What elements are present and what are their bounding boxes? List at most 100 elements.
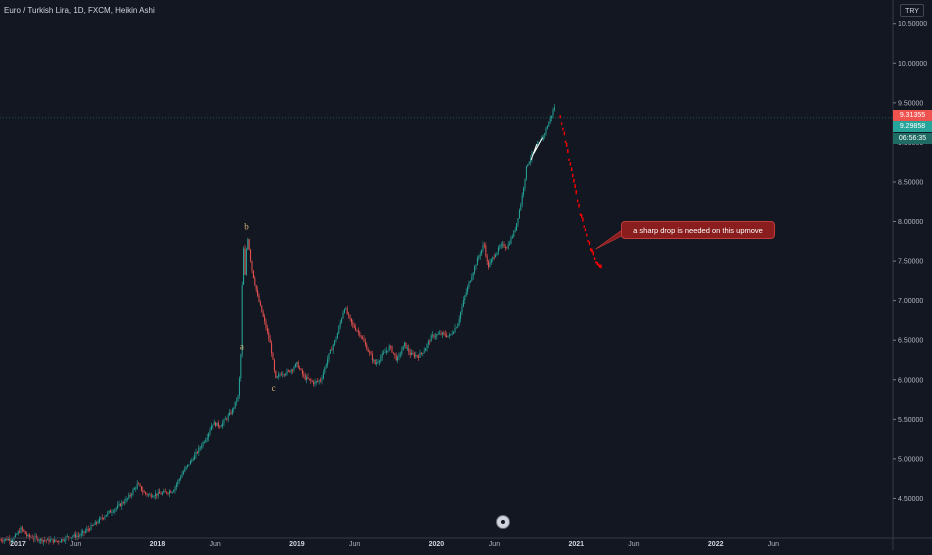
- candle-192: [268, 331, 270, 339]
- time-axis[interactable]: 2017 Jun 2018 Jun 2019 Jun 2020 Jun 2021 Jun 2022 J…: [0, 537, 932, 548]
- candle-267: [373, 359, 375, 361]
- candle-30: [41, 538, 43, 542]
- projection-bar: [576, 199, 579, 203]
- candle-336: [469, 280, 471, 283]
- candle-366: [511, 236, 513, 238]
- candle-79: [110, 510, 112, 513]
- candle-81: [112, 511, 114, 513]
- callout-pointer: [595, 229, 623, 250]
- candle-194: [271, 342, 273, 354]
- candle-312: [436, 334, 438, 337]
- candle-208: [290, 369, 292, 373]
- projection-bar: [575, 190, 577, 195]
- projection-bar: [588, 241, 591, 246]
- candle-119: [166, 491, 168, 494]
- price-tick-label: 5.00000: [898, 456, 923, 463]
- projection-bar: [569, 162, 572, 166]
- candle-292: [408, 348, 410, 353]
- candle-334: [467, 286, 469, 293]
- candle-214: [299, 368, 301, 369]
- projection-bar: [562, 127, 564, 131]
- candle-296: [413, 354, 415, 357]
- candle-280: [391, 346, 393, 353]
- candle-55: [76, 535, 78, 538]
- candle-268: [374, 359, 376, 365]
- candle-297: [415, 355, 417, 357]
- projection-bar: [579, 213, 582, 216]
- candle-197: [275, 370, 277, 378]
- wave-label-a: a: [240, 342, 244, 352]
- candle-33: [45, 540, 47, 541]
- projection-bar: [572, 173, 574, 178]
- candle-193: [269, 338, 271, 343]
- candle-144: [201, 446, 203, 448]
- candle-367: [513, 230, 515, 237]
- candle-112: [156, 493, 158, 496]
- candle-388: [542, 135, 544, 140]
- time-tick-label: 2018: [150, 541, 166, 548]
- candle-29: [40, 538, 42, 541]
- wave-label-b: b: [244, 221, 249, 231]
- currency-badge[interactable]: TRY: [900, 4, 924, 17]
- candle-37: [51, 539, 53, 541]
- candle-272: [380, 357, 382, 361]
- candle-1: [0, 539, 2, 541]
- candle-282: [394, 353, 396, 356]
- candle-299: [418, 356, 420, 358]
- candle-105: [146, 493, 148, 495]
- candle-34: [47, 538, 49, 541]
- candle-160: [223, 419, 225, 423]
- candle-265: [370, 352, 372, 355]
- candle-41: [56, 541, 58, 542]
- candle-257: [359, 331, 361, 336]
- candle-202: [282, 374, 284, 376]
- candle-374: [523, 187, 525, 195]
- candle-335: [468, 282, 470, 287]
- candle-275: [384, 352, 386, 354]
- candle-86: [119, 503, 121, 507]
- candle-358: [500, 244, 502, 247]
- candle-332: [464, 295, 466, 301]
- candle-180: [251, 260, 253, 271]
- candle-318: [444, 333, 446, 336]
- candle-291: [406, 348, 408, 349]
- annotation-callout[interactable]: a sharp drop is needed on this upmove: [621, 221, 775, 239]
- candle-69: [96, 521, 98, 524]
- candle-279: [390, 346, 392, 347]
- time-tick-label: 2019: [289, 541, 305, 548]
- candle-3: [3, 539, 5, 542]
- candle-185: [258, 295, 260, 302]
- tradingview-logo-icon[interactable]: [496, 515, 510, 529]
- candle-278: [388, 346, 390, 351]
- candle-182: [254, 277, 256, 286]
- price-axis[interactable]: 4.50000 5.00000 5.50000 6.00000 6.50000 7.000…: [892, 0, 932, 550]
- candle-12: [16, 534, 18, 536]
- candle-390: [545, 128, 547, 134]
- candle-221: [308, 378, 310, 380]
- candle-248: [346, 308, 348, 314]
- candle-340: [475, 265, 477, 267]
- candle-131: [182, 471, 184, 475]
- symbol-title[interactable]: Euro / Turkish Lira, 1D, FXCM, Heikin As…: [4, 6, 155, 15]
- time-tick-label: 2020: [429, 541, 445, 548]
- candle-111: [154, 493, 156, 497]
- candle-135: [188, 464, 190, 466]
- candle-19: [26, 533, 28, 537]
- candle-183: [255, 285, 257, 291]
- candle-93: [129, 494, 131, 496]
- candle-319: [446, 335, 448, 337]
- candle-307: [429, 341, 431, 343]
- candle-11: [14, 534, 16, 538]
- candle-266: [371, 354, 373, 361]
- projection-bar: [564, 140, 567, 144]
- candle-207: [289, 370, 291, 373]
- candle-156: [217, 422, 219, 427]
- candle-348: [486, 255, 488, 262]
- projection-bar: [587, 240, 589, 243]
- candle-66: [91, 525, 93, 527]
- candle-242: [338, 326, 340, 334]
- candle-128: [178, 479, 180, 481]
- candle-201: [280, 374, 282, 376]
